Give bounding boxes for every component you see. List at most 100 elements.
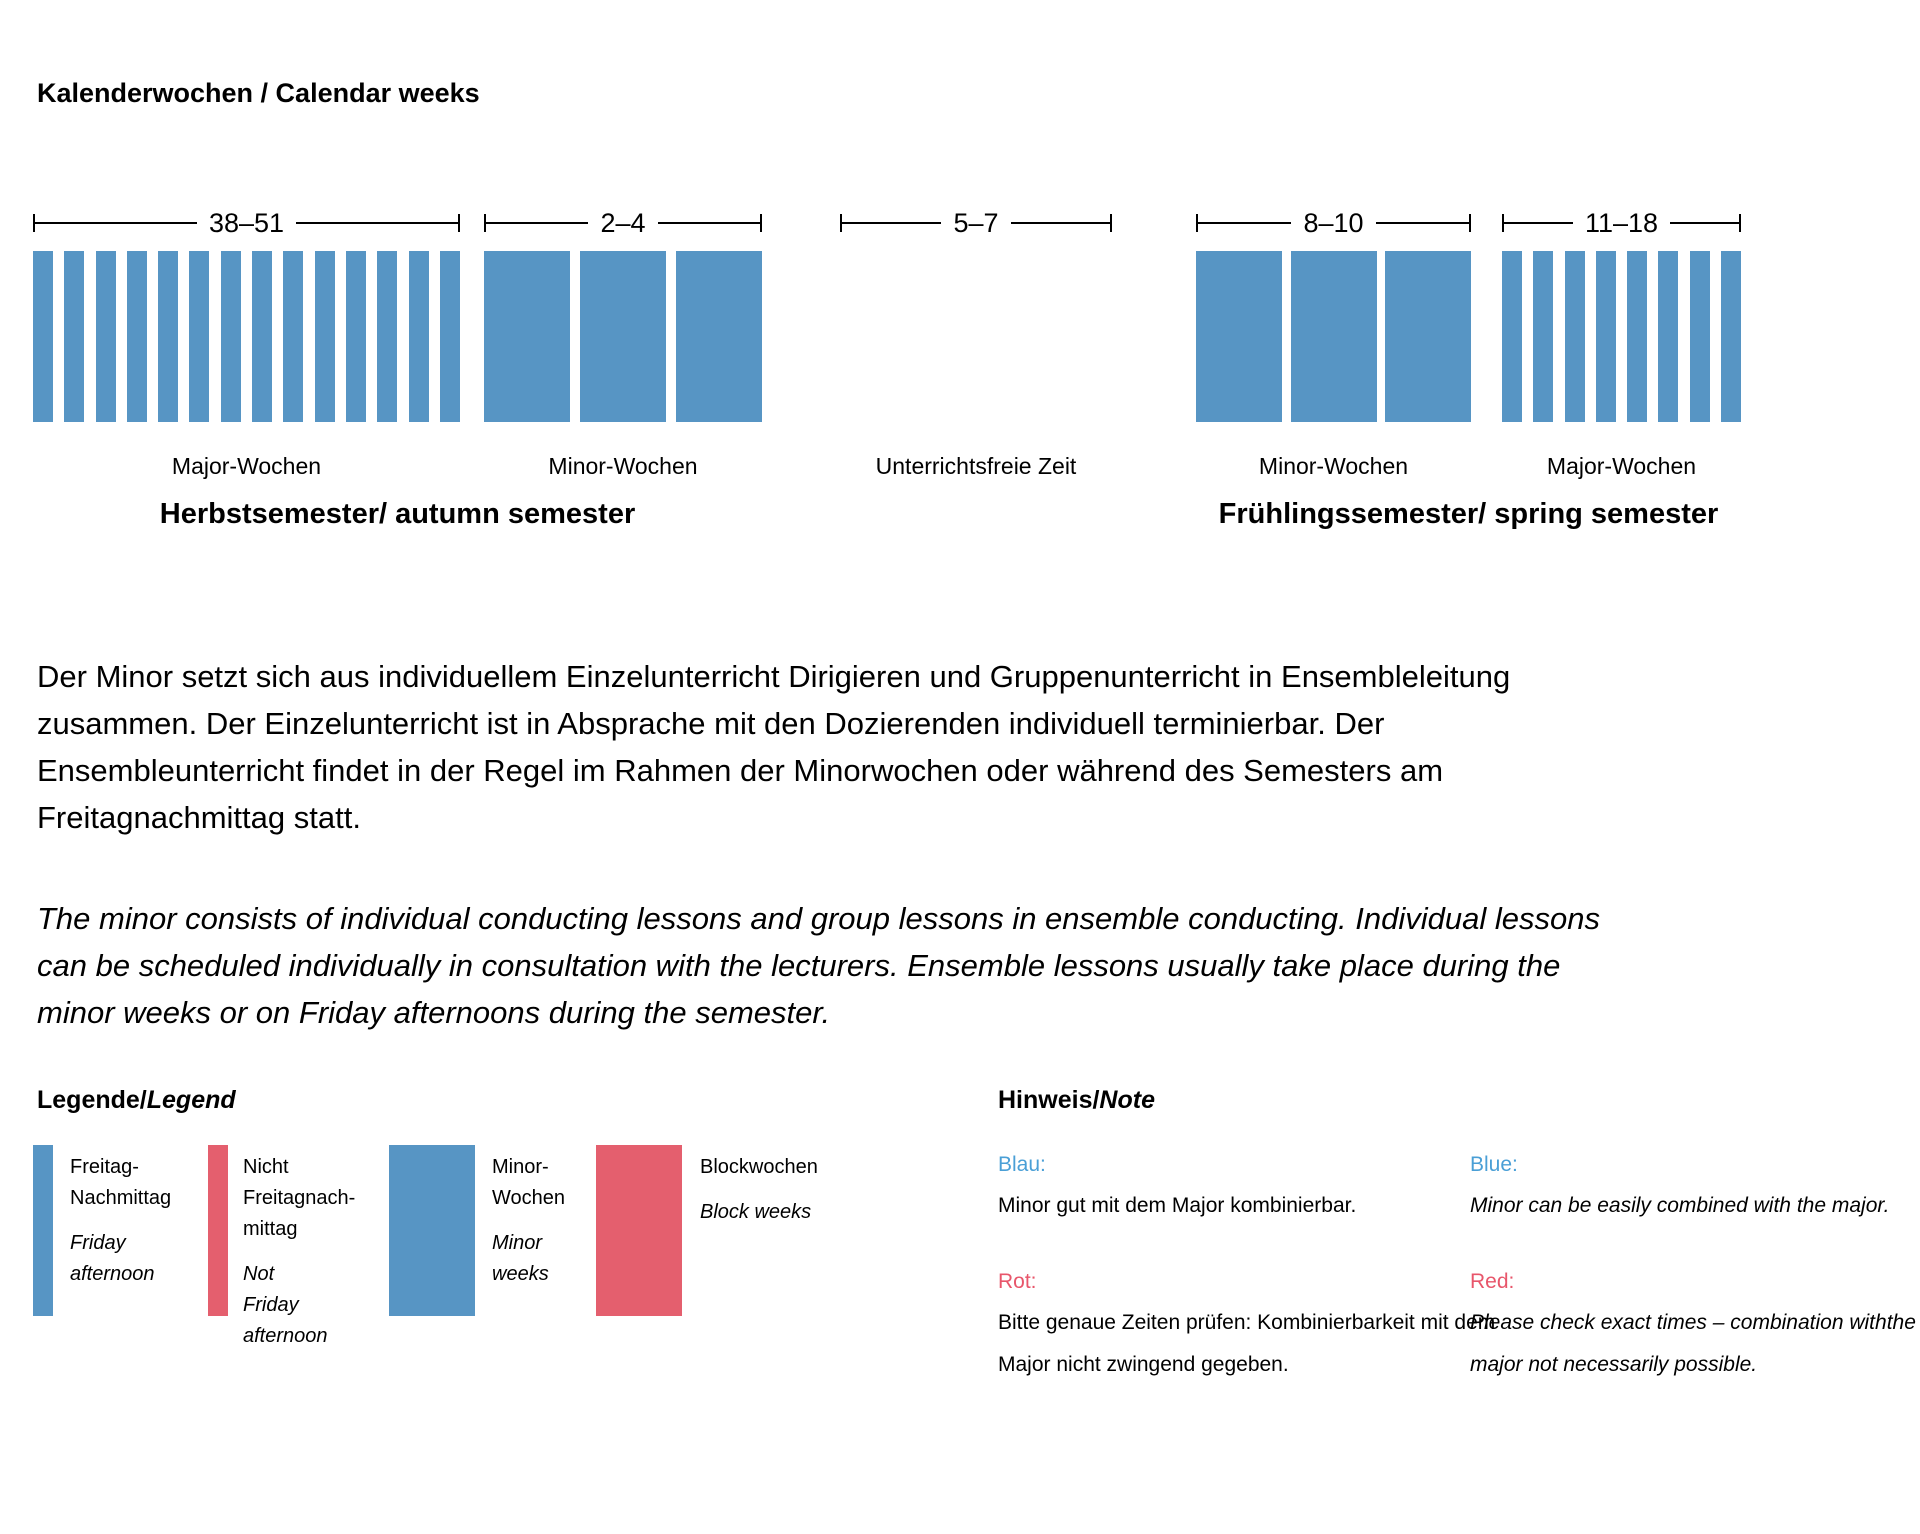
- legend-swatch-block-weeks: [596, 1145, 682, 1316]
- ruler-end-tick: [760, 214, 762, 232]
- note-blue-text-en: Minor can be easily combined with the ma…: [1470, 1194, 1890, 1217]
- week-bar: [64, 251, 85, 422]
- week-bar: [1658, 251, 1679, 422]
- paragraph-german: Der Minor setzt sich aus individuellem E…: [37, 659, 1511, 835]
- ruler-line: [1375, 222, 1470, 224]
- legend-item: Freitag- Nachmittag Friday afternoon: [70, 1152, 220, 1290]
- week-bar: [33, 251, 53, 422]
- ruler-line: [1198, 222, 1292, 224]
- ruler-end-tick: [1110, 214, 1112, 232]
- group-label: Major-Wochen: [1546, 453, 1697, 479]
- note-red-label-de: Rot:: [998, 1270, 1037, 1293]
- ruler-line: [486, 222, 589, 224]
- week-bars-empty: [840, 251, 1112, 422]
- ruler-end-tick: [1469, 214, 1472, 232]
- ruler-end-tick: [840, 214, 842, 232]
- ruler-line: [1670, 222, 1740, 224]
- week-bar: [1196, 251, 1282, 422]
- week-bar: [1385, 251, 1471, 422]
- week-range-ruler: 2–4: [484, 206, 762, 240]
- note-title: Hinweis/Note: [998, 1086, 1155, 1115]
- ruler-end-tick: [33, 214, 35, 232]
- week-bar: [345, 251, 366, 422]
- week-bars: [484, 251, 762, 422]
- legend-label-de: Freitag- Nachmittag: [70, 1156, 172, 1209]
- ruler-end-tick: [1196, 214, 1198, 232]
- week-bar: [220, 251, 241, 422]
- ruler-line: [1010, 222, 1110, 224]
- legend-title-de: Legende/: [37, 1086, 147, 1114]
- semester-title-autumn: Herbstsemester/ autumn semester: [159, 498, 636, 530]
- week-range-label: 5–7: [953, 207, 999, 238]
- week-bar: [1595, 251, 1616, 422]
- ruler-end-tick: [1739, 214, 1742, 232]
- legend-item: Minor- Wochen Minor weeks: [492, 1152, 622, 1290]
- note-red-text-de: Bitte genaue Zeiten prüfen: Kombinierbar…: [998, 1311, 1496, 1376]
- week-bar: [95, 251, 116, 422]
- legend-label-de: Nicht Freitagnach- mittag: [243, 1156, 356, 1240]
- legend-label-en: Block weeks: [700, 1201, 812, 1223]
- ruler-line: [296, 222, 458, 224]
- week-range-label: 2–4: [600, 207, 646, 238]
- week-bar: [314, 251, 335, 422]
- week-bar: [484, 251, 570, 422]
- note-blue-label-de: Blau:: [998, 1153, 1046, 1176]
- week-bars: [1502, 251, 1741, 422]
- ruler-line: [1504, 222, 1573, 224]
- week-range-ruler: 8–10: [1196, 206, 1472, 240]
- paragraph-english: The minor consists of individual conduct…: [37, 901, 1600, 1030]
- week-bar: [676, 251, 762, 422]
- legend-swatch-minor-weeks: [389, 1145, 475, 1316]
- week-bar: [189, 251, 210, 422]
- group-label: Minor-Wochen: [548, 453, 698, 479]
- week-bar: [252, 251, 273, 422]
- ruler-line: [657, 222, 760, 224]
- week-range-ruler: 38–51: [33, 206, 460, 240]
- timeline-group-break: 5–7 Unterrichtsfreie Zeit: [840, 206, 1112, 480]
- week-bar: [580, 251, 666, 422]
- semester-title-spring: Frühlingssemester/ spring semester: [1218, 498, 1719, 530]
- note-column-english: Blue: Minor can be easily combined with …: [1470, 1145, 1920, 1421]
- group-label: Minor-Wochen: [1258, 453, 1409, 479]
- week-bar: [1689, 251, 1710, 422]
- week-bar: [1533, 251, 1554, 422]
- week-range-label: 38–51: [208, 207, 285, 238]
- week-bar: [158, 251, 179, 422]
- timeline-group-autumn-major: 38–51 Major-Wochen: [33, 206, 460, 480]
- ruler-end-tick: [484, 214, 486, 232]
- week-bars: [33, 251, 460, 422]
- timeline-group-spring-minor: 8–10 Minor-Wochen: [1196, 206, 1472, 480]
- week-bar: [1290, 251, 1377, 422]
- legend-label-de: Blockwochen: [700, 1156, 818, 1178]
- legend-swatch-friday-afternoon: [33, 1145, 53, 1316]
- week-bar: [1564, 251, 1585, 422]
- note-red-text-en: Please check exact times – combination w…: [1470, 1311, 1916, 1376]
- legend-title-en: Legend: [146, 1086, 236, 1114]
- legend-title: Legende/Legend: [37, 1086, 236, 1115]
- week-bars: [1196, 251, 1471, 422]
- legend-item: Nicht Freitagnach- mittag Not Friday aft…: [243, 1152, 393, 1352]
- note-blue-text-de: Minor gut mit dem Major kombinierbar.: [998, 1194, 1357, 1217]
- week-range-ruler: 5–7: [840, 206, 1112, 240]
- week-range-label: 11–18: [1584, 207, 1659, 238]
- timeline-group-spring-major: 11–18 Major-Wochen: [1502, 206, 1742, 480]
- week-bar: [1627, 251, 1648, 422]
- legend-label-de: Minor- Wochen: [492, 1156, 566, 1209]
- week-bar: [1502, 251, 1522, 422]
- week-bar: [1720, 251, 1741, 422]
- note-blue-label-en: Blue:: [1470, 1153, 1518, 1176]
- ruler-line: [35, 222, 197, 224]
- ruler-line: [842, 222, 942, 224]
- legend-label-en: Not Friday afternoon: [243, 1263, 328, 1347]
- week-range-label: 8–10: [1303, 207, 1364, 238]
- note-column-german: Blau: Minor gut mit dem Major kombinierb…: [998, 1145, 1503, 1421]
- page-title: Kalenderwochen / Calendar weeks: [37, 78, 480, 108]
- legend-swatch-not-friday-afternoon: [208, 1145, 228, 1316]
- group-label: Major-Wochen: [171, 453, 322, 479]
- week-bar: [126, 251, 147, 422]
- week-bar: [377, 251, 398, 422]
- legend-item: Blockwochen Block weeks: [700, 1152, 880, 1228]
- note-title-en: Note: [1099, 1086, 1155, 1114]
- note-red-label-en: Red:: [1470, 1270, 1515, 1293]
